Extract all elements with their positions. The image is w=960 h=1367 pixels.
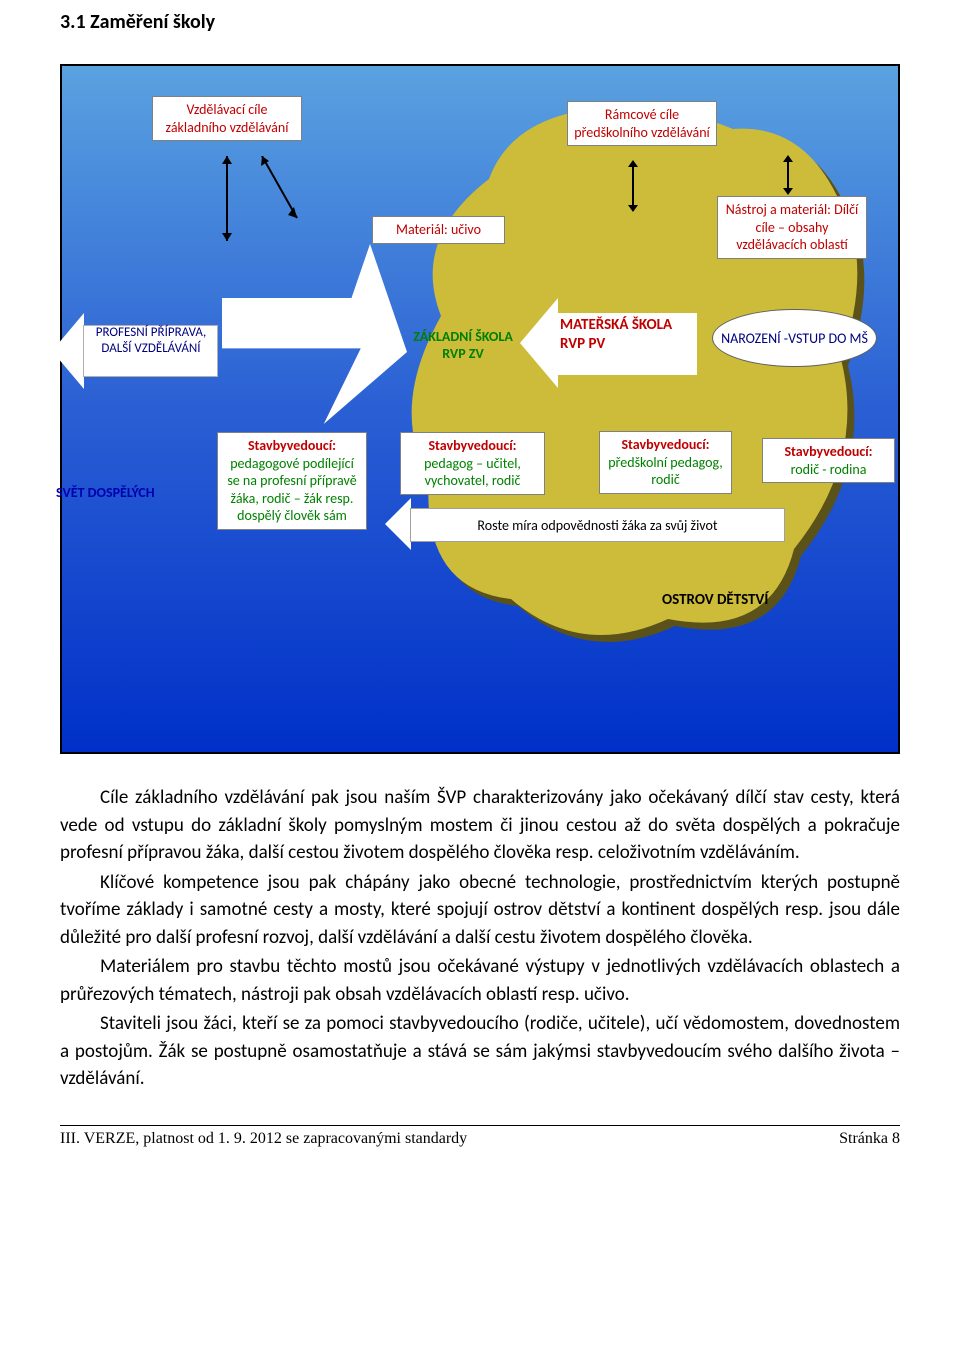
stav-box-4: Stavbyvedoucí: rodič - rodina — [762, 438, 895, 483]
label: OSTROV DĚTSTVÍ — [662, 591, 768, 609]
zakladni-skola-box: ZÁKLADNÍ ŠKOLA RVP ZV — [407, 306, 519, 367]
paragraph: Materiálem pro stavbu těchto mostů jsou … — [60, 953, 900, 1008]
connector-arrow — [787, 161, 789, 189]
nastroj-box: Nástroj a materiál: Dílčí cíle – obsahy … — [717, 196, 867, 259]
body: pedagogové podílející se na profesní pří… — [227, 455, 356, 525]
stav-box-2: Stavbyvedoucí: pedagog – učitel, vychova… — [400, 432, 545, 495]
body-text: Cíle základního vzdělávání pak jsou naší… — [60, 784, 900, 1093]
svet-dospelych-label: SVĚT DOSPĚLÝCH — [56, 484, 155, 501]
section-heading: 3.1 Zaměření školy — [60, 10, 900, 34]
footer-right: Stránka 8 — [839, 1130, 900, 1148]
page: 3.1 Zaměření školy Vzdělávací cíle zákla… — [0, 0, 960, 1168]
title: Stavbyvedoucí: — [784, 443, 872, 460]
title: Stavbyvedoucí: — [428, 437, 516, 454]
ramcove-cile-box: Rámcové cíle předškolního vzdělávání — [567, 101, 717, 146]
label: PROFESNÍ PŘÍPRAVA, DALŠÍ VZDĚLÁVÁNÍ — [96, 325, 206, 356]
body: pedagog – učitel, vychovatel, rodič — [424, 455, 521, 490]
label: Roste míra odpovědnosti žáka za svůj živ… — [477, 517, 717, 534]
paragraph: Cíle základního vzdělávání pak jsou naší… — [60, 784, 900, 867]
label: SVĚT DOSPĚLÝCH — [56, 484, 155, 501]
ostrov-label: OSTROV DĚTSTVÍ — [662, 591, 768, 609]
label: MATEŘSKÁ ŠKOLA RVP PV — [560, 316, 672, 353]
narozeni-oval: NAROZENÍ -VSTUP DO MŠ — [712, 309, 877, 367]
connector-arrow — [217, 156, 307, 251]
vzdelavaci-cile-box: Vzdělávací cíle základního vzdělávání — [152, 96, 302, 141]
title: Stavbyvedoucí: — [248, 437, 336, 454]
material-box: Materiál: učivo — [372, 216, 505, 244]
label: Rámcové cíle předškolního vzdělávání — [574, 106, 710, 141]
label: Nástroj a materiál: Dílčí cíle – obsahy … — [726, 201, 859, 253]
stav-box-1: Stavbyvedoucí: pedagogové podílející se … — [217, 432, 367, 530]
label: NAROZENÍ -VSTUP DO MŠ — [721, 330, 868, 347]
label: Materiál: učivo — [396, 221, 481, 238]
paragraph: Staviteli jsou žáci, kteří se za pomoci … — [60, 1010, 900, 1093]
page-footer: III. VERZE, platnost od 1. 9. 2012 se za… — [60, 1125, 900, 1148]
body: předškolní pedagog, rodič — [608, 454, 723, 489]
connector-arrow — [632, 166, 634, 206]
title: Stavbyvedoucí: — [621, 436, 709, 453]
paragraph: Klíčové kompetence jsou pak chápány jako… — [60, 869, 900, 952]
label: ZÁKLADNÍ ŠKOLA RVP ZV — [413, 328, 513, 363]
footer-left: III. VERZE, platnost od 1. 9. 2012 se za… — [60, 1130, 467, 1148]
body: rodič - rodina — [791, 461, 867, 478]
diagram: Vzdělávací cíle základního vzdělávání Rá… — [60, 64, 900, 754]
island-shape — [378, 106, 878, 666]
stav-box-3: Stavbyvedoucí: předškolní pedagog, rodič — [599, 431, 732, 494]
label: Vzdělávací cíle základního vzdělávání — [166, 101, 289, 136]
